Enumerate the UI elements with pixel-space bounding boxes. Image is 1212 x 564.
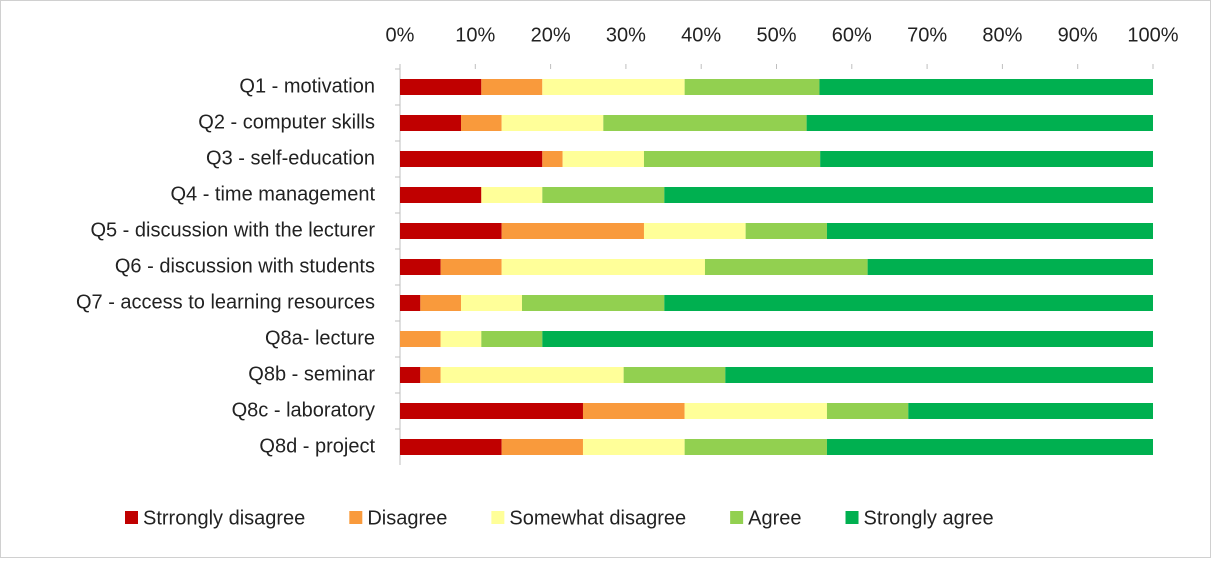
y-tick-label: Q4 - time management (170, 183, 375, 205)
bar-segment (826, 439, 1153, 455)
bar-segment (400, 295, 421, 311)
y-tick-label: Q8a- lecture (265, 327, 375, 349)
y-tick-label: Q2 - computer skills (198, 111, 375, 133)
y-tick-label: Q8c - laboratory (232, 399, 375, 421)
bar-segment (603, 115, 807, 131)
bar-segment (623, 367, 726, 383)
legend-label: Agree (748, 507, 801, 529)
x-tick-label: 0% (386, 24, 415, 46)
bar-segment (521, 295, 665, 311)
bar-segment (664, 187, 1153, 203)
bar-segment (582, 403, 685, 419)
bar-segment (400, 259, 441, 275)
bar-segment (819, 79, 1153, 95)
legend-label: Somewhat disagree (509, 507, 686, 529)
legend-label: Disagree (367, 507, 447, 529)
bar-segment (745, 223, 827, 239)
y-tick-label: Q8d - project (259, 435, 375, 457)
x-tick-label: 100% (1127, 24, 1178, 46)
y-tick-label: Q8b - seminar (248, 363, 375, 385)
bar-segment (400, 367, 421, 383)
bar-segment (440, 367, 624, 383)
bar-segment (806, 115, 1153, 131)
bar-segment (725, 367, 1153, 383)
bar-segment (542, 151, 563, 167)
x-tick-label: 10% (455, 24, 495, 46)
legend-label: Strongly agree (864, 507, 994, 529)
bar-segment (684, 403, 827, 419)
bar-segment (542, 79, 685, 95)
x-tick-label: 90% (1058, 24, 1098, 46)
bar-segment (400, 223, 502, 239)
x-tick-label: 30% (606, 24, 646, 46)
bar-segment (501, 223, 644, 239)
bar-segment (542, 187, 665, 203)
y-tick-label: Q6 - discussion with students (115, 255, 375, 277)
y-tick-label: Q7 - access to learning resources (76, 291, 375, 313)
legend-label: Strrongly disagree (143, 507, 305, 529)
legend-swatch (491, 511, 505, 524)
legend-swatch (845, 511, 859, 524)
bar-segment (820, 151, 1153, 167)
y-tick-label: Q5 - discussion with the lecturer (90, 219, 375, 241)
bar-segment (440, 331, 482, 347)
legend-swatch (125, 511, 138, 524)
x-tick-label: 60% (832, 24, 872, 46)
bar-segment (501, 439, 583, 455)
bar-segment (867, 259, 1153, 275)
x-tick-label: 70% (907, 24, 947, 46)
bar-segment (400, 79, 482, 95)
bar-segment (481, 79, 543, 95)
bar-segment (684, 79, 820, 95)
x-tick-label: 40% (681, 24, 721, 46)
bar-segment (826, 223, 1153, 239)
x-tick-label: 20% (531, 24, 571, 46)
bar-segment (501, 259, 705, 275)
x-tick-label: 50% (756, 24, 796, 46)
bar-segment (664, 295, 1153, 311)
bar-segment (643, 151, 821, 167)
bar-segment (420, 295, 461, 311)
y-tick-label: Q1 - motivation (239, 75, 375, 97)
bar-segment (481, 331, 543, 347)
x-tick-label: 80% (982, 24, 1022, 46)
legend-swatch (730, 511, 744, 524)
bar-segment (460, 295, 522, 311)
bar-segment (400, 115, 461, 131)
bar-segment (704, 259, 868, 275)
bar-segment (643, 223, 746, 239)
bar-segment (826, 403, 909, 419)
y-tick-label: Q3 - self-education (206, 147, 375, 169)
bar-segment (440, 259, 502, 275)
bar-segment (582, 439, 685, 455)
bar-segment (562, 151, 644, 167)
bar-segment (400, 439, 502, 455)
bar-segment (481, 187, 543, 203)
bar-segment (684, 439, 827, 455)
bar-segment (400, 403, 583, 419)
bar-segment (400, 151, 543, 167)
bar-segment (400, 331, 441, 347)
legend-swatch (349, 511, 363, 524)
bar-segment (420, 367, 441, 383)
bar-segment (908, 403, 1153, 419)
bar-segment (400, 187, 482, 203)
bar-segment (542, 331, 1153, 347)
bar-segment (501, 115, 604, 131)
bar-segment (460, 115, 502, 131)
